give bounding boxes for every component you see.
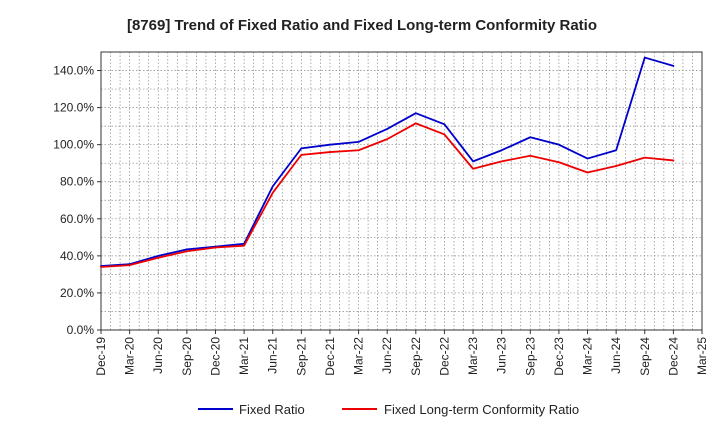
y-tick-label: 40.0%	[60, 249, 94, 263]
y-tick-label: 0.0%	[67, 323, 95, 337]
plot-frame	[100, 51, 703, 331]
x-tick-label: Dec-22	[437, 337, 451, 376]
y-tick-label: 20.0%	[60, 286, 94, 300]
plot-area	[100, 51, 703, 331]
x-tick-label: Mar-21	[237, 337, 251, 375]
x-tick-label: Jun-23	[495, 337, 509, 374]
series-line-fixed-ratio	[100, 56, 675, 267]
legend-label: Fixed Ratio	[239, 402, 305, 417]
y-tick-label: 120.0%	[53, 101, 94, 115]
series-lines	[100, 56, 675, 268]
x-tick-label: Sep-20	[180, 337, 194, 376]
x-tick-label: Jun-24	[609, 337, 623, 374]
x-tick-label: Dec-24	[666, 337, 680, 376]
x-tick-label: Sep-23	[523, 337, 537, 376]
y-tick-label: 60.0%	[60, 212, 94, 226]
x-tick-label: Mar-25	[695, 337, 709, 375]
x-tick-label: Sep-22	[409, 337, 423, 376]
x-tick-label: Dec-19	[94, 337, 108, 376]
y-tick-label: 80.0%	[60, 175, 94, 189]
legend: Fixed Ratio Fixed Long-term Conformity Ra…	[198, 402, 579, 417]
x-tick-label: Sep-24	[638, 337, 652, 376]
x-tick-label: Jun-21	[266, 337, 280, 374]
series-line-fixed-long-term-conformity-ratio	[100, 122, 675, 268]
x-tick-label: Dec-21	[323, 337, 337, 376]
x-tick-label: Mar-24	[581, 337, 595, 375]
axes: 0.0% 20.0% 40.0% 60.0% 80.0% 100.0% 120.0% 140.…	[53, 51, 709, 376]
x-tick-label: Mar-20	[123, 337, 137, 375]
x-tick-label: Mar-23	[466, 337, 480, 375]
legend-label: Fixed Long-term Conformity Ratio	[384, 402, 579, 417]
x-tick-label: Dec-23	[552, 337, 566, 376]
x-tick-label: Sep-21	[294, 337, 308, 376]
y-tick-label: 140.0%	[53, 64, 94, 78]
grid	[100, 51, 703, 331]
chart-title: [8769] Trend of Fixed Ratio and Fixed Lo…	[127, 17, 597, 34]
y-tick-label: 100.0%	[53, 138, 94, 152]
x-tick-label: Mar-22	[352, 337, 366, 375]
x-tick-label: Dec-20	[208, 337, 222, 376]
x-tick-label: Jun-20	[151, 337, 165, 374]
x-tick-label: Jun-22	[380, 337, 394, 374]
